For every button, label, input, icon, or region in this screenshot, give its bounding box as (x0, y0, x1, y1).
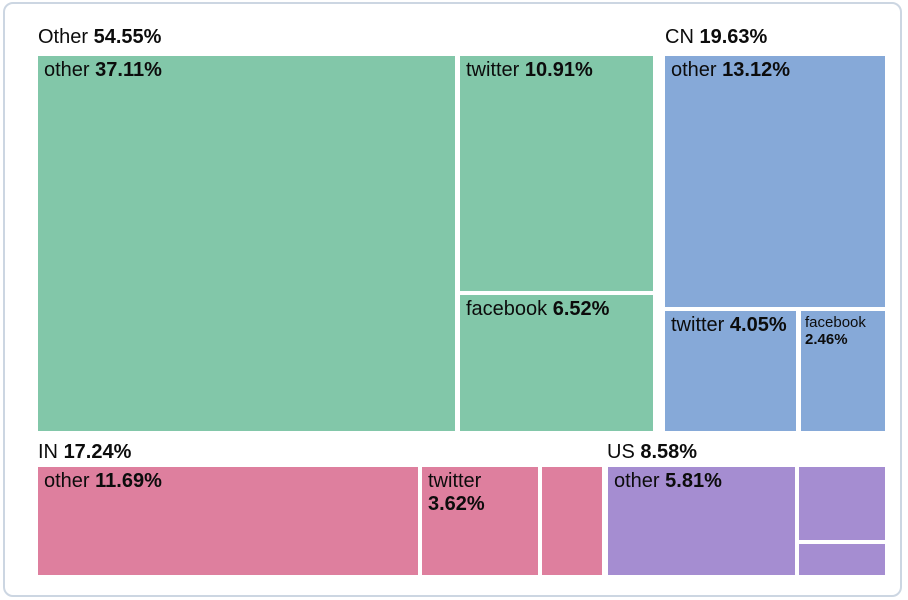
chart-card: Other 54.55% other 37.11% twitter 10.91% fa… (3, 2, 902, 597)
cell-value: 37.11% (95, 59, 162, 81)
cell-value: 2.46% (805, 331, 848, 348)
cell-name: twitter (466, 59, 520, 81)
cell-name: other (44, 59, 90, 81)
cell-value: 5.81% (665, 470, 722, 492)
cell-us-other[interactable]: other 5.81% (608, 467, 795, 575)
cell-cn-facebook[interactable]: facebook 2.46% (801, 311, 885, 431)
cell-name: twitter (428, 470, 482, 492)
group-value: 19.63% (699, 26, 768, 48)
group-label-other: Other 54.55% (38, 26, 161, 48)
group-name: IN (38, 441, 58, 463)
cell-name: facebook (466, 298, 548, 320)
cell-value: 10.91% (524, 59, 593, 81)
cell-us-unlabeled-2[interactable] (799, 544, 885, 575)
group-label-cn: CN 19.63% (665, 26, 767, 48)
cell-other-facebook[interactable]: facebook 6.52% (460, 295, 653, 431)
cell-value: 13.12% (722, 59, 790, 81)
cell-name: twitter (671, 314, 725, 336)
group-label-in: IN 17.24% (38, 441, 131, 463)
cell-name: other (614, 470, 660, 492)
cell-value: 6.52% (552, 298, 610, 320)
group-label-us: US 8.58% (607, 441, 697, 463)
group-value: 54.55% (93, 26, 162, 48)
cell-other-other[interactable]: other 37.11% (38, 56, 455, 431)
cell-name: other (671, 59, 717, 81)
cell-in-twitter[interactable]: twitter 3.62% (422, 467, 538, 575)
group-value: 17.24% (63, 441, 132, 463)
cell-in-unlabeled-2[interactable] (542, 467, 602, 575)
group-value: 8.58% (640, 441, 698, 463)
group-name: Other (38, 26, 89, 48)
group-name: CN (665, 26, 694, 48)
cell-in-other[interactable]: other 11.69% (38, 467, 418, 575)
group-name: US (607, 441, 635, 463)
cell-other-twitter[interactable]: twitter 10.91% (460, 56, 653, 291)
cell-value: 11.69% (95, 470, 162, 492)
cell-value: 4.05% (729, 314, 787, 336)
cell-cn-twitter[interactable]: twitter 4.05% (665, 311, 796, 431)
cell-us-unlabeled-1[interactable] (799, 467, 885, 540)
cell-value: 3.62% (428, 493, 485, 515)
cell-cn-other[interactable]: other 13.12% (665, 56, 885, 307)
treemap-chart: Other 54.55% other 37.11% twitter 10.91% fa… (5, 4, 900, 595)
cell-name: other (44, 470, 90, 492)
cell-name: facebook (805, 314, 866, 331)
